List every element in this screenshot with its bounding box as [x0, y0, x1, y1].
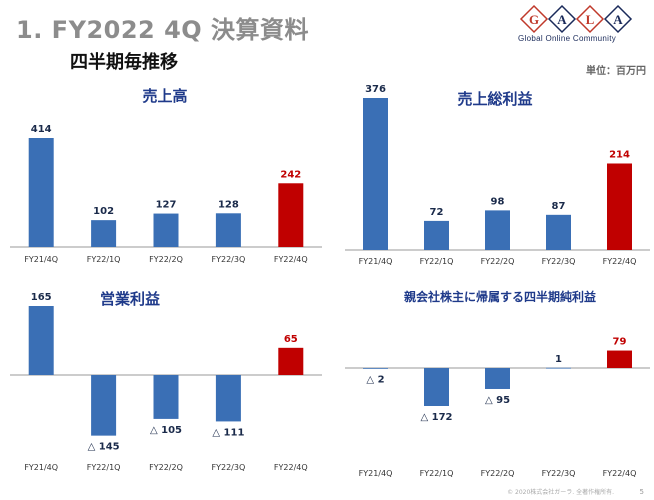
logo-tagline: Global Online Community — [518, 34, 617, 43]
x-tick-label: FY22/4Q — [603, 257, 637, 266]
bar-value-label: △ 2 — [366, 374, 384, 385]
bar-value-label: 414 — [31, 124, 52, 135]
bar-value-label: △ 95 — [485, 395, 510, 406]
chart-title: 営業利益 — [100, 290, 160, 308]
x-tick-label: FY22/3Q — [212, 255, 246, 264]
chart-bar — [424, 368, 449, 406]
chart-bar — [424, 220, 449, 250]
x-tick-label: FY22/4Q — [274, 463, 308, 472]
chart-bar — [91, 375, 117, 436]
page-title: 1. FY2022 4Q 決算資料 — [16, 16, 310, 44]
bar-value-label: 1 — [555, 354, 562, 365]
chart-bar — [153, 213, 179, 247]
logo-diamond-icon — [547, 4, 577, 34]
bar-value-label: △ 111 — [212, 427, 244, 438]
page-number: 5 — [639, 488, 644, 496]
x-tick-label: FY21/4Q — [359, 469, 393, 478]
logo-letter: A — [613, 12, 623, 27]
chart-bar — [485, 210, 510, 250]
bar-value-label: △ 105 — [150, 425, 182, 436]
x-tick-label: FY22/1Q — [420, 469, 454, 478]
x-tick-label: FY22/2Q — [149, 255, 183, 264]
bar-value-label: 79 — [613, 337, 627, 348]
bar-value-label: 165 — [31, 292, 52, 303]
chart-bar — [215, 213, 241, 247]
logo-letter: G — [529, 12, 539, 27]
bar-value-label: 87 — [552, 201, 566, 212]
bar-value-label: 72 — [430, 207, 444, 218]
chart-panel: 営業利益 165 FY21/4Q △ 145 FY22/1Q △ 105 FY22/2Q △ … — [10, 290, 322, 472]
x-tick-label: FY22/3Q — [212, 463, 246, 472]
x-tick-label: FY22/2Q — [481, 257, 515, 266]
x-tick-label: FY22/2Q — [481, 469, 515, 478]
logo-diamond-icon — [519, 4, 549, 34]
x-tick-label: FY21/4Q — [24, 255, 58, 264]
x-tick-label: FY21/4Q — [359, 257, 393, 266]
page-subtitle: 四半期毎推移 — [70, 52, 178, 73]
bar-value-label: △ 172 — [420, 412, 452, 423]
unit-label: 単位：百万円 — [586, 66, 646, 77]
bar-value-label: 98 — [491, 196, 505, 207]
chart-bar — [485, 368, 510, 389]
x-tick-label: FY22/2Q — [149, 463, 183, 472]
chart-panel: 売上高 414 FY21/4Q 102 FY22/1Q 127 FY22/2Q 128 FY22… — [10, 87, 322, 264]
x-tick-label: FY22/3Q — [542, 257, 576, 266]
bar-value-label: 376 — [365, 84, 386, 95]
chart-bar — [215, 375, 241, 422]
chart-bar — [607, 350, 632, 368]
chart-bar — [546, 367, 571, 369]
x-tick-label: FY22/4Q — [603, 469, 637, 478]
x-tick-label: FY22/1Q — [87, 255, 121, 264]
logo-letter: L — [586, 12, 595, 27]
chart-bar — [153, 375, 179, 419]
chart-title: 売上高 — [142, 87, 187, 105]
chart-bar — [278, 347, 304, 375]
chart-bar — [28, 306, 54, 375]
logo-diamond-icon — [603, 4, 633, 34]
bar-value-label: 127 — [156, 200, 177, 211]
chart-bar — [363, 368, 388, 369]
x-tick-label: FY22/4Q — [274, 255, 308, 264]
x-tick-label: FY21/4Q — [24, 463, 58, 472]
logo-diamond-icon — [575, 4, 605, 34]
chart-panel: 親会社株主に帰属する四半期純利益 △ 2 FY21/4Q △ 172 FY22/1Q △ … — [345, 289, 650, 478]
logo-letter: A — [557, 12, 567, 27]
chart-panel: 売上総利益 376 FY21/4Q 72 FY22/1Q 98 FY22/2Q 87 FY22/… — [345, 84, 650, 266]
chart-title: 親会社株主に帰属する四半期純利益 — [404, 289, 596, 304]
chart-bar — [278, 183, 304, 247]
x-tick-label: FY22/1Q — [420, 257, 454, 266]
bar-value-label: 65 — [284, 334, 298, 345]
chart-title: 売上総利益 — [457, 90, 532, 108]
x-tick-label: FY22/1Q — [87, 463, 121, 472]
chart-bar — [546, 214, 571, 250]
bar-value-label: 214 — [609, 149, 630, 160]
copyright-text: © 2020株式会社ガーラ. 全著作権所有. — [507, 489, 614, 496]
chart-bar — [91, 220, 117, 247]
bar-value-label: 128 — [218, 199, 239, 210]
chart-bar — [28, 138, 54, 247]
x-tick-label: FY22/3Q — [542, 469, 576, 478]
bar-value-label: 242 — [280, 169, 301, 180]
bar-value-label: △ 145 — [88, 442, 120, 453]
bar-value-label: 102 — [93, 206, 114, 217]
chart-bar — [363, 98, 388, 250]
chart-bar — [607, 163, 632, 250]
